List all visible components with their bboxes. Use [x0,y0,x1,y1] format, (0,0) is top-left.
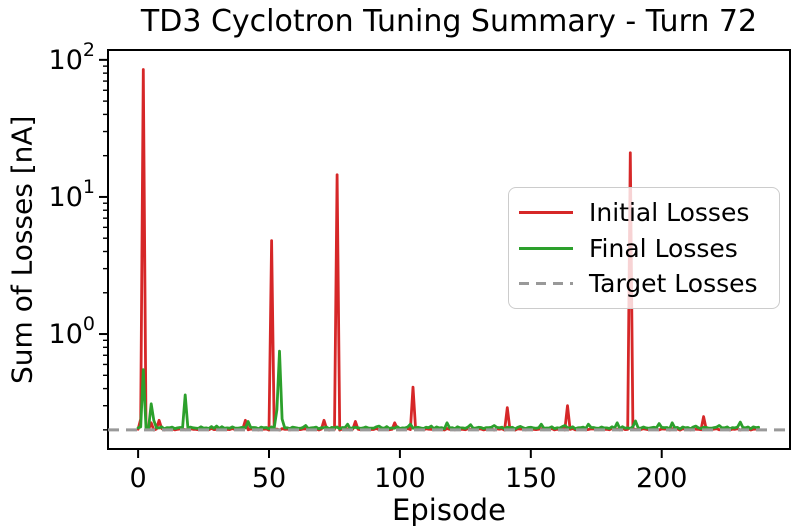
x-tick-label: 0 [130,463,147,494]
x-tick-label: 150 [505,463,557,494]
legend-item-target-losses: Target Losses [519,269,769,298]
legend: Initial Losses Final Losses Target Losse… [508,187,780,309]
legend-label: Target Losses [589,268,758,298]
legend-label: Initial Losses [589,198,750,228]
y-tick-label: 100 [49,313,95,350]
legend-item-final-losses: Final Losses [519,234,769,263]
x-tick-label: 50 [252,463,286,494]
initial-losses-line-swatch [519,211,573,215]
x-tick-label: 100 [374,463,426,494]
y-tick-label: 101 [49,176,95,213]
legend-item-initial-losses: Initial Losses [519,198,769,227]
y-tick-label: 102 [49,39,95,76]
target-losses-line-swatch [519,281,573,285]
final-losses-line-swatch [519,246,573,250]
y-axis-label: Sum of Losses [nA] [5,115,39,384]
legend-label: Final Losses [589,233,738,263]
x-tick-label: 200 [636,463,688,494]
final-losses-line [136,349,760,431]
chart-title: TD3 Cyclotron Tuning Summary - Turn 72 [140,4,758,39]
axes-border [107,49,791,450]
x-axis-label: Episode [392,493,506,527]
